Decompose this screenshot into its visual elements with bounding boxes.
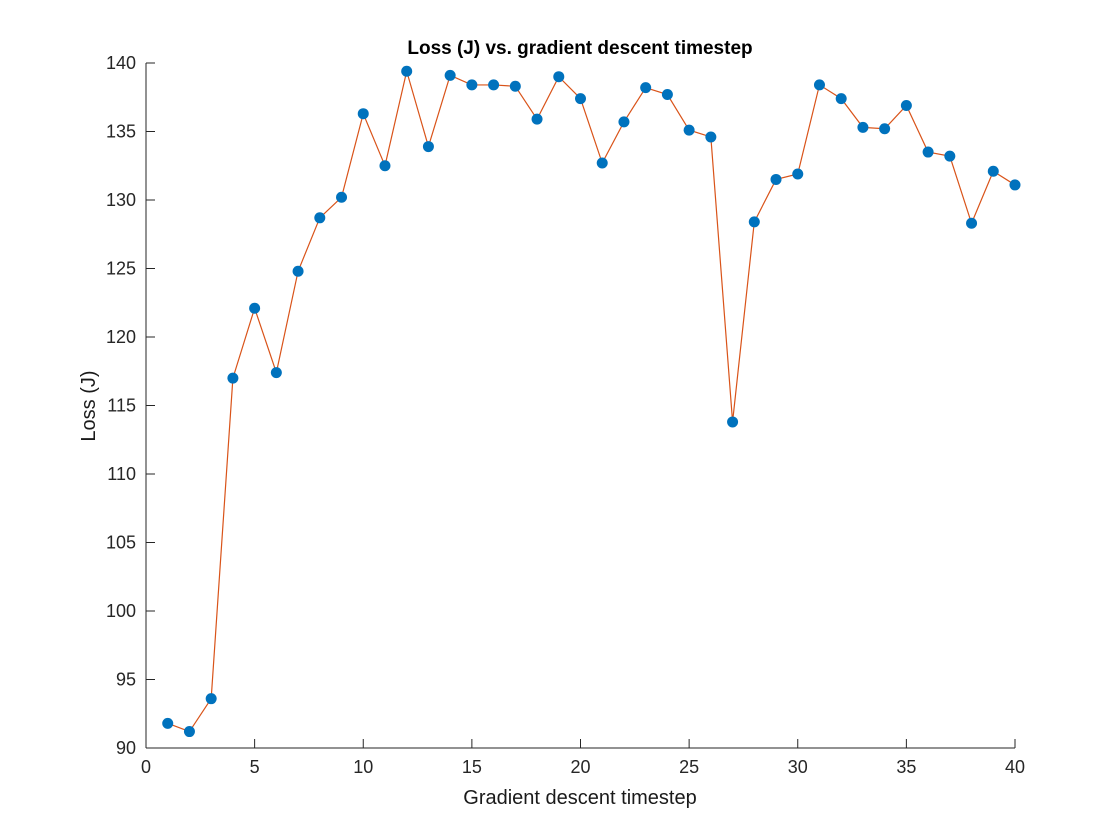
data-point: [618, 116, 630, 128]
x-tick-label: 15: [462, 757, 482, 777]
data-point: [379, 160, 391, 172]
data-point: [553, 71, 565, 83]
data-point: [857, 121, 869, 133]
x-tick-label: 30: [788, 757, 808, 777]
data-point: [270, 367, 282, 379]
data-point: [183, 726, 195, 738]
data-point: [661, 89, 673, 101]
y-tick-label: 135: [106, 122, 136, 142]
data-point: [1009, 179, 1021, 191]
data-point: [966, 217, 978, 229]
y-tick-label: 105: [106, 533, 136, 553]
data-point: [162, 717, 174, 729]
data-point: [987, 165, 999, 177]
x-tick-label: 25: [679, 757, 699, 777]
x-tick-label: 10: [353, 757, 373, 777]
x-tick-label: 5: [250, 757, 260, 777]
data-point: [944, 150, 956, 162]
data-point: [748, 216, 760, 228]
x-tick-label: 35: [896, 757, 916, 777]
data-point: [900, 99, 912, 111]
data-point: [683, 124, 695, 136]
data-point: [575, 93, 586, 105]
data-point: [835, 93, 847, 105]
y-tick-label: 100: [106, 601, 136, 621]
data-point: [596, 157, 608, 169]
plot-area: 0 5 10 15 20 25 30 35 40 90 95 100 105 110 115 120 125 13…: [106, 53, 1025, 777]
y-tick-label: 110: [107, 464, 136, 484]
x-axis-label: Gradient descent timestep: [463, 787, 696, 809]
data-point: [401, 65, 413, 77]
data-point: [531, 113, 543, 125]
y-tick-label: 130: [106, 190, 136, 210]
data-point: [227, 372, 239, 384]
y-axis-label: Loss (J): [78, 370, 100, 441]
x-tick-label: 40: [1005, 757, 1025, 777]
y-tick-label: 95: [116, 670, 136, 690]
data-point: [813, 79, 825, 91]
data-point: [509, 80, 521, 92]
x-tick-label: 0: [141, 757, 151, 777]
data-point: [314, 212, 326, 224]
data-point: [466, 79, 478, 91]
x-tick-label: 20: [570, 757, 590, 777]
data-point: [357, 108, 369, 120]
data-point: [422, 141, 434, 153]
data-point: [792, 168, 804, 180]
data-point: [640, 82, 652, 94]
data-point: [292, 265, 304, 277]
series-line: [167, 68, 1016, 733]
data-point: [727, 416, 739, 428]
data-point: [922, 146, 934, 158]
data-point: [705, 131, 717, 143]
data-point: [444, 69, 456, 81]
data-point: [336, 191, 348, 203]
y-tick-label: 90: [116, 738, 136, 758]
y-tick-label: 120: [106, 327, 136, 347]
data-point: [770, 173, 782, 185]
chart-title: Loss (J) vs. gradient descent timestep: [407, 38, 752, 59]
data-point: [488, 79, 500, 91]
y-tick-label: 140: [106, 53, 136, 73]
data-point: [249, 302, 261, 314]
y-tick-label: 115: [107, 396, 136, 416]
y-tick-label: 125: [106, 259, 136, 279]
data-point: [205, 693, 217, 705]
data-point: [879, 123, 891, 135]
